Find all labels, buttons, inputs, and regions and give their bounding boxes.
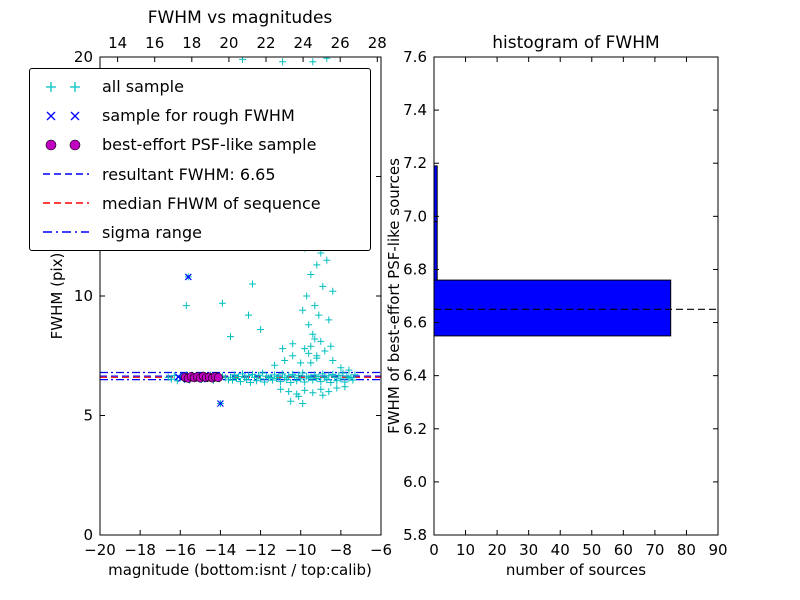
series-best-effort-PSF-like-sample bbox=[180, 371, 223, 383]
tick-label: −18 bbox=[124, 541, 156, 559]
tick-label: 60 bbox=[614, 541, 633, 559]
tick-label: −6 bbox=[370, 541, 392, 559]
plus-marker-icon bbox=[46, 81, 80, 92]
tick-label: 50 bbox=[582, 541, 601, 559]
tick-label: −12 bbox=[245, 541, 277, 559]
tick-label: −20 bbox=[84, 541, 116, 559]
dashed-marker-icon bbox=[43, 173, 89, 175]
tick-label: −8 bbox=[330, 541, 352, 559]
tick-label: 28 bbox=[368, 34, 387, 52]
right-plot-title: histogram of FWHM bbox=[492, 33, 659, 53]
legend: all sample sample for rough FWHM best-effo… bbox=[29, 68, 371, 251]
tick-label: −10 bbox=[285, 541, 317, 559]
tick-label: 7.6 bbox=[403, 48, 427, 66]
tick-label: 7.4 bbox=[403, 101, 427, 119]
tick-label: 20 bbox=[488, 541, 507, 559]
right-xaxis-label: number of sources bbox=[506, 561, 646, 579]
tick-label: 0 bbox=[429, 541, 439, 559]
legend-item-label: median FHWM of sequence bbox=[102, 193, 321, 213]
tick-label: 16 bbox=[145, 34, 164, 52]
legend-item-label: sample for rough FWHM bbox=[102, 106, 295, 126]
tick-label: 5 bbox=[83, 407, 93, 425]
tick-label: 7.2 bbox=[403, 154, 427, 172]
series-sample-for-rough-FWHM bbox=[174, 273, 224, 407]
legend-item-label: sigma range bbox=[102, 222, 202, 242]
tick-label: 22 bbox=[256, 34, 275, 52]
tick-label: −16 bbox=[164, 541, 196, 559]
tick-label: 10 bbox=[456, 541, 475, 559]
tick-label: 70 bbox=[645, 541, 664, 559]
tick-label: 5.8 bbox=[403, 526, 427, 544]
tick-label: 30 bbox=[519, 541, 538, 559]
histogram-bar bbox=[434, 165, 438, 223]
legend-item-label: best-effort PSF-like sample bbox=[102, 135, 317, 155]
tick-label: 40 bbox=[551, 541, 570, 559]
dashed-marker-icon bbox=[43, 202, 89, 204]
tick-label: 80 bbox=[677, 541, 696, 559]
tick-label: 6.0 bbox=[403, 473, 427, 491]
tick-label: 18 bbox=[182, 34, 201, 52]
tick-label: 26 bbox=[331, 34, 350, 52]
tick-label: 6.2 bbox=[403, 420, 427, 438]
legend-item-label: resultant FWHM: 6.65 bbox=[102, 164, 276, 184]
legend-item: sigma range bbox=[40, 222, 366, 242]
tick-label: −14 bbox=[205, 541, 237, 559]
tick-label: 6.6 bbox=[403, 314, 427, 332]
tick-label: 20 bbox=[74, 48, 93, 66]
left-plot-title: FWHM vs magnitudes bbox=[148, 8, 333, 28]
tick-label: 7.0 bbox=[403, 207, 427, 225]
histogram-bar bbox=[434, 279, 672, 337]
tick-label: 0 bbox=[83, 526, 93, 544]
legend-item: best-effort PSF-like sample bbox=[40, 135, 366, 155]
histogram-data bbox=[434, 165, 718, 337]
x-marker-icon bbox=[46, 111, 80, 121]
right-axes-box bbox=[433, 56, 719, 536]
right-yaxis-label: FWHM of best-effort PSF-like sources bbox=[385, 158, 403, 434]
legend-item: resultant FWHM: 6.65 bbox=[40, 164, 366, 184]
tick-label: 6.8 bbox=[403, 260, 427, 278]
tick-label: 10 bbox=[74, 287, 93, 305]
legend-item-label: all sample bbox=[102, 77, 184, 97]
left-xaxis-label: magnitude (bottom:isnt / top:calib) bbox=[108, 561, 372, 579]
legend-item: median FHWM of sequence bbox=[40, 193, 366, 213]
legend-item: sample for rough FWHM bbox=[40, 106, 366, 126]
legend-item: all sample bbox=[40, 77, 366, 97]
tick-label: 20 bbox=[219, 34, 238, 52]
dashdot-marker-icon bbox=[43, 231, 89, 234]
tick-label: 6.4 bbox=[403, 367, 427, 385]
circle-marker-icon bbox=[45, 139, 81, 151]
tick-label: 24 bbox=[294, 34, 313, 52]
tick-label: 90 bbox=[708, 541, 727, 559]
tick-label: 14 bbox=[108, 34, 127, 52]
left-yaxis-label: FWHM (pix) bbox=[48, 253, 66, 340]
